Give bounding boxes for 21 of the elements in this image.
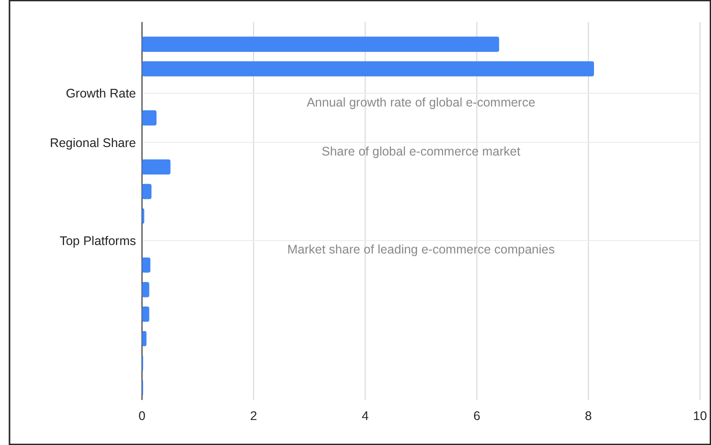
- y-tick-label: Regional Share: [50, 136, 136, 150]
- bar: [142, 110, 157, 126]
- x-tick-label: 8: [584, 409, 592, 423]
- x-tick-label: 0: [138, 409, 146, 423]
- bar: [142, 184, 152, 200]
- bar: [142, 61, 594, 76]
- x-tick-label: 2: [250, 409, 258, 423]
- bar: [142, 306, 150, 322]
- y-tick-label: Growth Rate: [66, 86, 136, 101]
- x-tick-label: 4: [362, 409, 369, 423]
- bar: [142, 257, 150, 273]
- annotation: Share of global e-commerce market: [322, 144, 521, 158]
- annotation: Market share of leading e-commerce companies: [287, 242, 555, 257]
- bar: [142, 331, 146, 346]
- bar: [142, 36, 500, 52]
- annotation: Annual growth rate of global e-commerce: [306, 95, 536, 110]
- y-tick-label: Top Platforms: [60, 234, 136, 248]
- x-tick-label: 10: [693, 409, 707, 423]
- bar: [142, 282, 150, 298]
- bar: [142, 159, 170, 175]
- x-tick-label: 6: [473, 409, 480, 423]
